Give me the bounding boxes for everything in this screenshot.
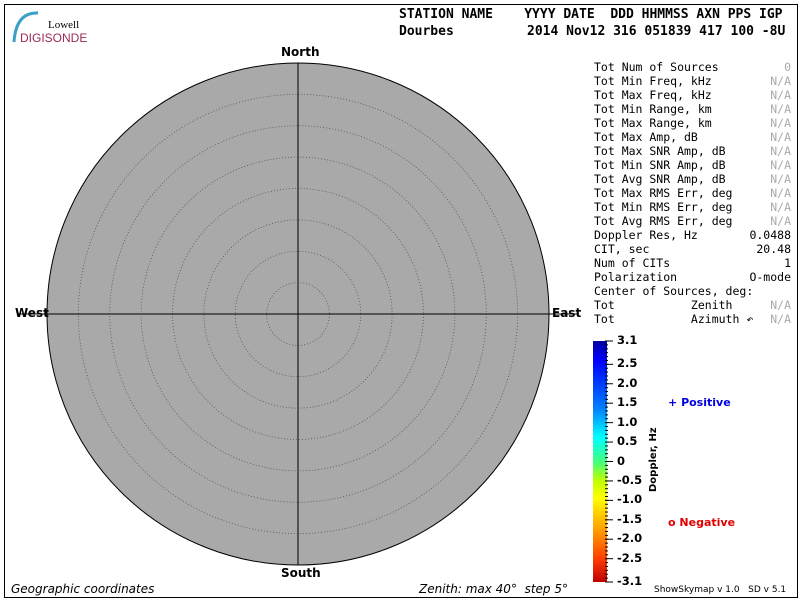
stat-row: Tot Max Range, km N/A xyxy=(594,116,791,130)
legend-label: Positive xyxy=(681,396,731,409)
header-values: 2014 Nov12 316 051839 417 100 -8U xyxy=(527,24,786,39)
logo-text: Lowell xyxy=(48,19,80,31)
stat-row: Tot Max SNR Amp, dB N/A xyxy=(594,144,791,158)
stat-row: Tot Min Freq, kHz N/A xyxy=(594,74,791,88)
colorbar-tick-label: -1.0 xyxy=(617,492,643,507)
stat-row: Tot Min SNR Amp, dB N/A xyxy=(594,158,791,172)
colorbar-tick-label: -1.5 xyxy=(617,511,643,526)
stat-value: N/A xyxy=(770,186,791,200)
stat-label: Tot Max Freq, kHz xyxy=(594,88,712,102)
stat-row: Tot Num of Sources 0 xyxy=(594,60,791,74)
stat-value: O-mode xyxy=(749,270,791,284)
stat-label: Doppler Res, Hz xyxy=(594,228,698,242)
stat-label: Tot Avg SNR Amp, dB xyxy=(594,172,726,186)
colorbar-tick-label: 0.5 xyxy=(617,434,638,449)
colorbar-tick-label: -2.5 xyxy=(617,550,643,565)
stat-label: Tot Max Amp, dB xyxy=(594,130,698,144)
stat-row: Tot Max Freq, kHz N/A xyxy=(594,88,791,102)
stat-row: Tot Zenith N/A xyxy=(594,298,791,312)
plus-icon: + xyxy=(668,396,678,409)
colorbar-tick-label: 1.5 xyxy=(617,395,638,410)
stat-value: 0 xyxy=(784,60,791,74)
stat-row: Tot Azimuth ↶ N/A xyxy=(594,312,791,326)
colorbar-tick-label: -2.0 xyxy=(617,531,643,546)
stat-label: Tot Min Freq, kHz xyxy=(594,74,712,88)
stat-label: Num of CITs xyxy=(594,256,671,270)
colorbar-ticks xyxy=(605,340,613,583)
stat-label: Tot Avg RMS Err, deg xyxy=(594,214,733,228)
stat-label: Tot Azimuth ↶ xyxy=(594,312,754,326)
stat-label: Tot Min RMS Err, deg xyxy=(594,200,733,214)
stat-row: Tot Avg RMS Err, deg N/A xyxy=(594,214,791,228)
east-label: East xyxy=(552,306,582,320)
stat-value: N/A xyxy=(770,116,791,130)
stat-label: Tot Max SNR Amp, dB xyxy=(594,144,726,158)
stat-label: Tot Min SNR Amp, dB xyxy=(594,158,726,172)
stat-label: Tot Zenith xyxy=(594,298,733,312)
north-label: North xyxy=(281,45,320,59)
stat-value: N/A xyxy=(770,312,791,326)
stat-label: CIT, sec xyxy=(594,242,650,256)
stat-row: Polarization O-mode xyxy=(594,270,791,284)
stat-label: Tot Min Range, km xyxy=(594,102,712,116)
stat-label: Polarization xyxy=(594,270,678,284)
stat-value: 20.48 xyxy=(756,242,791,256)
legend-positive: + Positive xyxy=(668,396,731,409)
stat-row: Tot Min Range, km N/A xyxy=(594,102,791,116)
stat-value: N/A xyxy=(770,74,791,88)
colorbar-tick-label: 2.5 xyxy=(617,356,638,371)
south-label: South xyxy=(281,566,321,580)
stat-row: Num of CITs 1 xyxy=(594,256,791,270)
stat-row: Doppler Res, Hz 0.0488 xyxy=(594,228,791,242)
colorbar-tick-label: 2.0 xyxy=(617,375,638,390)
doppler-colorbar xyxy=(593,341,607,582)
stat-row: Tot Max RMS Err, deg N/A xyxy=(594,186,791,200)
colorbar-tick-label: 3.1 xyxy=(617,333,638,347)
zenith-info: Zenith: max 40° step 5° xyxy=(419,582,568,596)
header-columns: STATION NAME YYYY DATE DDD HHMMSS AXN PP… xyxy=(399,7,783,22)
version-info: ShowSkymap v 1.0 SD v 5.1 xyxy=(654,585,787,595)
stat-value: N/A xyxy=(770,158,791,172)
stat-row: Tot Min RMS Err, deg N/A xyxy=(594,200,791,214)
colorbar-tick-label: 1.0 xyxy=(617,414,638,429)
stat-row: Tot Max Amp, dB N/A xyxy=(594,130,791,144)
window-frame xyxy=(4,4,798,598)
stat-value: N/A xyxy=(770,172,791,186)
logo-arc-icon xyxy=(12,11,39,43)
stat-value: N/A xyxy=(770,298,791,312)
stat-row: Tot Avg SNR Amp, dB N/A xyxy=(594,172,791,186)
stat-value: N/A xyxy=(770,102,791,116)
skymap-plot xyxy=(17,62,579,566)
coordinates-label: Geographic coordinates xyxy=(11,582,155,596)
stat-value: N/A xyxy=(770,214,791,228)
stat-label: Tot Max RMS Err, deg xyxy=(594,186,733,200)
stat-value: 0.0488 xyxy=(749,228,791,242)
logo-text: DIGISONDE xyxy=(20,31,88,45)
legend-negative: o Negative xyxy=(668,516,735,529)
stat-row: CIT, sec 20.48 xyxy=(594,242,791,256)
colorbar-tick-label: -3.1 xyxy=(617,574,643,588)
stat-row: Center of Sources, deg: xyxy=(594,284,791,298)
legend-label: Negative xyxy=(679,516,736,529)
stat-value: N/A xyxy=(770,130,791,144)
stat-label: Tot Num of Sources xyxy=(594,60,719,74)
digisonde-logo: Lowell DIGISONDE xyxy=(10,10,88,46)
stat-value: N/A xyxy=(770,200,791,214)
colorbar-tick-label: -0.5 xyxy=(617,472,643,487)
stat-value: N/A xyxy=(770,144,791,158)
stat-label: Center of Sources, deg: xyxy=(594,284,754,298)
stat-value: N/A xyxy=(770,88,791,102)
stat-value: 1 xyxy=(784,256,791,270)
colorbar-title: Doppler, Hz xyxy=(648,427,659,492)
west-label: West xyxy=(15,306,49,320)
colorbar-tick-label: 0 xyxy=(617,453,626,468)
circle-icon: o xyxy=(668,516,676,529)
station-name: Dourbes xyxy=(399,24,454,39)
stat-label: Tot Max Range, km xyxy=(594,116,712,130)
